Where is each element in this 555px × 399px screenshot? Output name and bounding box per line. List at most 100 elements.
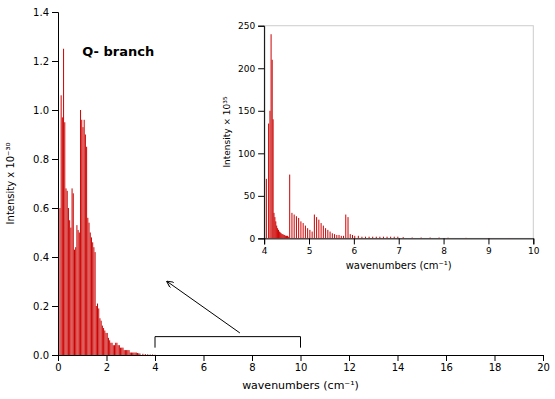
x-tick-mark (444, 238, 445, 244)
bracket-side (300, 337, 301, 348)
spectral-line (273, 119, 274, 238)
x-tick: 14 (392, 355, 405, 373)
spectral-line (107, 333, 108, 355)
spectral-line (358, 236, 359, 239)
spectral-line (282, 234, 283, 238)
spectral-line (132, 353, 133, 355)
spectral-line (307, 228, 308, 238)
spectral-line (97, 304, 98, 355)
spectral-line (116, 343, 117, 355)
x-tick-mark (354, 238, 355, 244)
spectral-line (365, 237, 366, 239)
spectral-line (268, 124, 269, 239)
spectral-line (276, 226, 277, 239)
x-tick-label: 9 (486, 246, 492, 256)
spectral-line (95, 252, 96, 355)
x-axis: 02468101214161820 (55, 355, 550, 373)
x-tick-mark (488, 238, 489, 244)
y-tick-mark (52, 208, 58, 209)
y-axis-line (258, 26, 265, 239)
spectral-line (81, 120, 82, 355)
y-axis-title: Intensity x 10⁻³⁰ (5, 143, 16, 225)
x-tick: 8 (441, 238, 447, 255)
spectral-line (272, 60, 273, 239)
y-tick-label: 1.0 (33, 105, 49, 116)
spectral-line (89, 223, 90, 355)
x-tick-mark (155, 355, 156, 361)
spectral-line (62, 117, 63, 355)
x-tick-label: 7 (396, 246, 402, 256)
x-tick-label: 8 (249, 362, 255, 373)
x-tick: 8 (249, 355, 255, 373)
spectral-line (129, 350, 130, 355)
spectral-line (412, 237, 413, 238)
y-tick-label: 0.2 (33, 301, 49, 312)
spectral-line (271, 34, 272, 238)
spectral-line (332, 233, 333, 238)
spectral-line (448, 237, 449, 238)
spectral-line (68, 208, 69, 355)
x-tick: 20 (537, 355, 550, 373)
x-tick-label: 2 (104, 362, 110, 373)
spectral-line (303, 223, 304, 238)
bracket-side (155, 337, 156, 348)
spectral-line (383, 237, 384, 239)
spectral-line (350, 234, 351, 238)
y-tick: 0.2 (33, 301, 58, 312)
spectral-line (287, 236, 288, 239)
y-tick-label: 0.4 (33, 252, 49, 263)
y-tick-label: 200 (238, 64, 255, 74)
x-tick: 18 (489, 355, 502, 373)
y-tick: 150 (238, 106, 264, 116)
spectral-line (421, 237, 422, 238)
annotations (155, 282, 301, 348)
spectral-line (118, 345, 119, 355)
x-axis-title: wavenumbers (cm⁻¹) (346, 260, 452, 271)
spectral-line (124, 350, 125, 355)
spectral-line (343, 236, 344, 239)
spectral-line (397, 237, 398, 239)
spectral-line (131, 353, 132, 355)
spectral-line (376, 237, 377, 239)
y-tick: 200 (238, 64, 264, 74)
spectral-line (314, 215, 315, 239)
y-tick-mark (52, 61, 58, 62)
spectral-line (379, 237, 380, 239)
spectral-line (345, 215, 346, 239)
spectral-line (298, 218, 299, 238)
spectral-line (126, 350, 127, 355)
spectral-line (108, 338, 109, 355)
spectral-line (296, 216, 297, 238)
y-tick: 0 (249, 234, 264, 244)
y-tick: 0.8 (33, 154, 58, 165)
spectral-line (325, 228, 326, 238)
y-tick-mark (52, 257, 58, 258)
spectral-line (281, 233, 282, 238)
spectral-line (279, 232, 280, 239)
spectral-line (274, 217, 275, 238)
spectral-line (336, 235, 337, 238)
x-tick-mark (533, 238, 534, 244)
y-tick-label: 1.2 (33, 56, 49, 67)
y-axis-title: Intensity × 10³⁵ (222, 96, 232, 167)
spectral-line (139, 354, 140, 355)
spectral-line (127, 350, 128, 355)
spectral-line (147, 354, 148, 355)
spectral-line (103, 328, 104, 355)
spectral-line (305, 226, 306, 239)
spectral-line (312, 232, 313, 239)
spectral-line (61, 95, 62, 355)
x-tick-mark (107, 355, 108, 361)
x-tick: 9 (486, 238, 492, 255)
spectral-line (106, 333, 107, 355)
spectral-line (466, 237, 467, 238)
x-tick-label: 0 (55, 362, 61, 373)
spectral-line (82, 127, 83, 355)
x-tick-label: 16 (440, 362, 453, 373)
y-tick-label: 1.4 (33, 7, 49, 18)
spectral-line (510, 238, 511, 239)
x-tick-label: 10 (295, 362, 308, 373)
spectral-line (74, 250, 75, 355)
y-tick-mark (258, 111, 264, 112)
spectral-line (341, 236, 342, 239)
